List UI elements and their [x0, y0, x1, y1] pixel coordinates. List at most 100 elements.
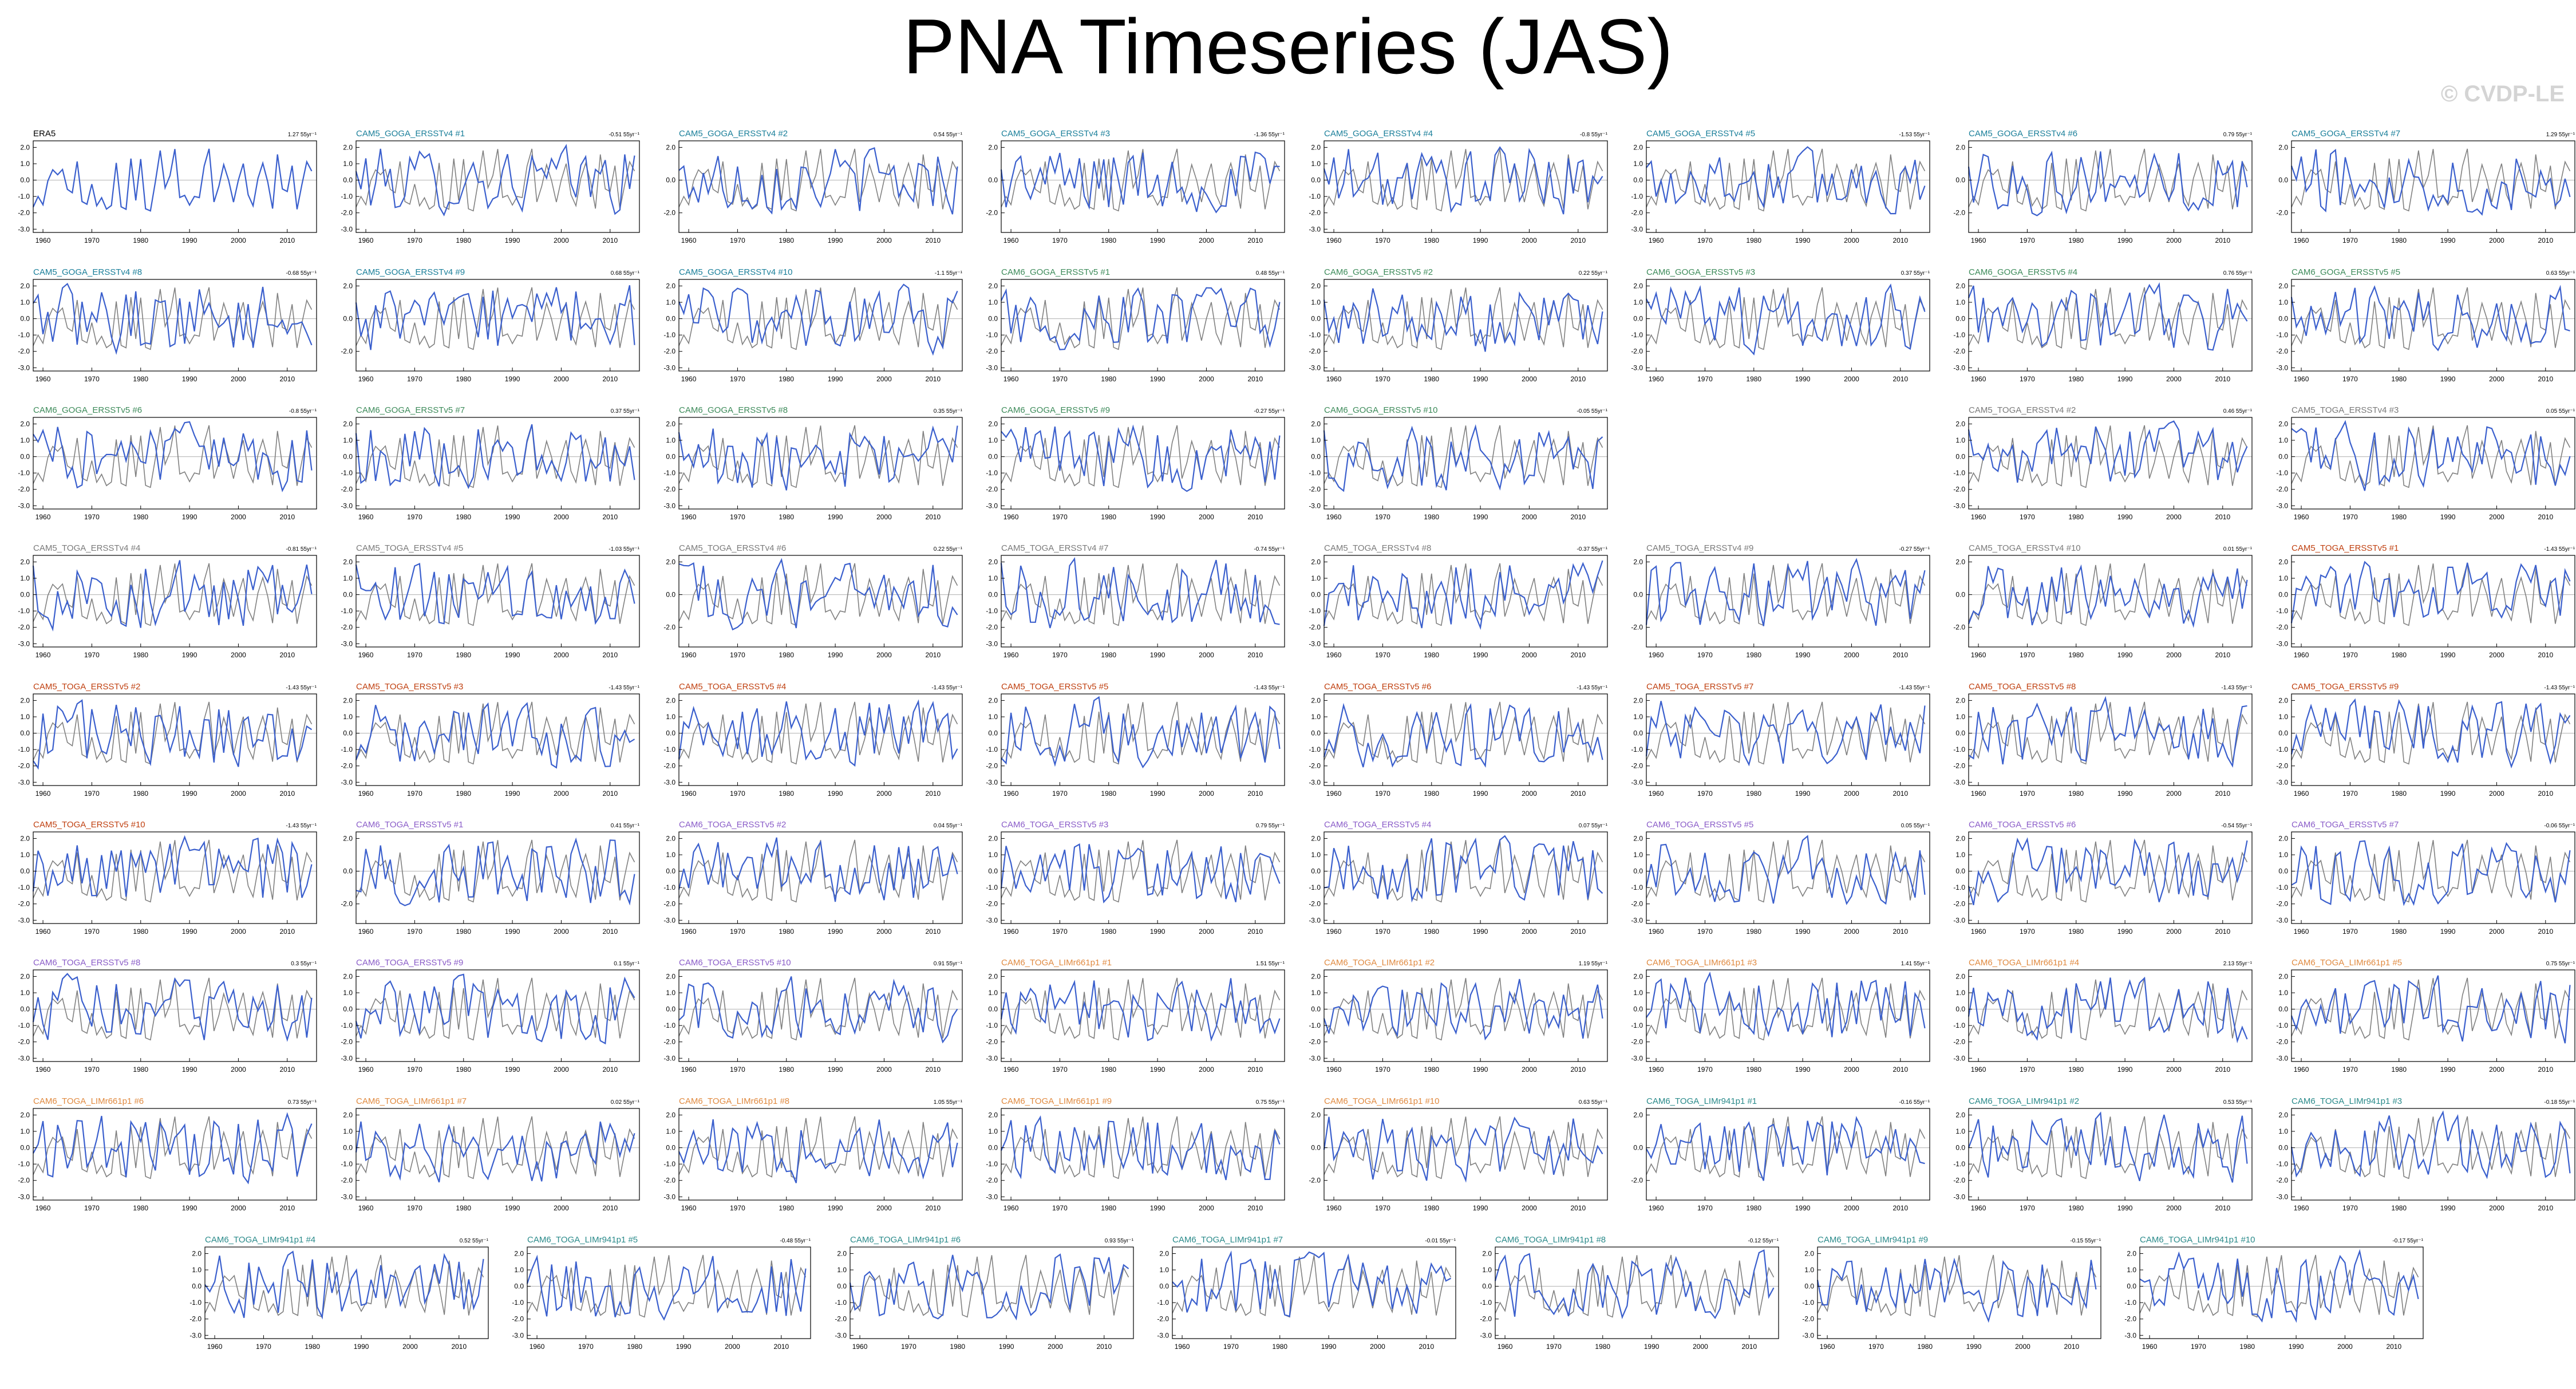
axes-frame: [355, 279, 640, 372]
y-tick-label: -3.0: [986, 640, 998, 648]
y-tick-label: -3.0: [2276, 1054, 2288, 1062]
y-tick-label: -1.0: [1309, 469, 1321, 477]
y-tick-label: 0.0: [343, 867, 353, 875]
y-tick-label: -2.0: [986, 209, 998, 217]
member-series-line: [1000, 1115, 1281, 1181]
observed-series-line: [1968, 701, 2248, 765]
timeseries-panel: CAM5_TOGA_ERSSTv5 #8 -1.43 55yr⁻¹ 2.0 1.0 0.…: [1941, 678, 2266, 818]
y-tick-label: -2.0: [1157, 1315, 1169, 1323]
x-tick-label: 1960: [1971, 1066, 1986, 1074]
x-tick-label: 2010: [1247, 1204, 1263, 1212]
panel-chart: CAM5_TOGA_ERSSTv4 #4 -0.81 55yr⁻¹ 2.0 1.0 0.…: [18, 543, 317, 659]
x-tick-label: 1970: [84, 928, 100, 936]
observed-series-line: [1001, 563, 1281, 626]
y-tick-label: -3.0: [18, 1054, 30, 1062]
y-tick-label: 2.0: [2278, 420, 2288, 428]
panel-chart: CAM6_TOGA_ERSSTv5 #10 0.91 55yr⁻¹ 2.0 1.0 0.…: [663, 958, 963, 1074]
axes-frame: [527, 1246, 811, 1339]
x-tick-label: 1980: [133, 928, 148, 936]
member-series-line: [355, 973, 635, 1045]
x-tick-label: 2000: [1693, 1343, 1708, 1351]
x-tick-label: 2000: [2166, 1066, 2182, 1074]
y-tick-label: -3.0: [18, 640, 30, 648]
timeseries-panel: CAM6_GOGA_ERSSTv5 #1 0.48 55yr⁻¹ 2.0 1.0 0.0…: [974, 263, 1298, 404]
trend-label: 0.91 55yr⁻¹: [934, 961, 963, 967]
panel-label: CAM6_GOGA_ERSSTv5 #5: [2291, 267, 2400, 277]
panel-chart: CAM5_TOGA_ERSSTv4 #3 0.05 55yr⁻¹ 2.0 1.0 0.0…: [2276, 405, 2575, 521]
panel-label: CAM6_TOGA_LIMr941p1 #4: [205, 1235, 315, 1245]
x-tick-label: 1960: [852, 1343, 868, 1351]
timeseries-panel: CAM5_GOGA_ERSSTv4 #1 -0.51 55yr⁻¹ 2.0 1.0 0.…: [329, 125, 653, 265]
panel-chart: CAM6_GOGA_ERSSTv5 #3 0.37 55yr⁻¹ 2.0 1.0 0.0…: [1631, 267, 1930, 383]
y-tick-label: -3.0: [18, 364, 30, 372]
y-tick-label: 1.0: [988, 851, 998, 859]
x-tick-label: 2010: [925, 651, 941, 659]
x-tick-label: 1970: [578, 1343, 594, 1351]
x-tick-label: 2000: [876, 236, 892, 244]
x-tick-label: 2000: [2166, 651, 2182, 659]
y-tick-label: -3.0: [663, 916, 675, 924]
axes-frame: [1646, 831, 1930, 924]
x-tick-label: 2010: [2538, 1204, 2553, 1212]
x-tick-label: 2010: [1570, 790, 1586, 798]
panel-label: CAM5_TOGA_ERSSTv4 #5: [356, 543, 463, 553]
member-series-line: [1494, 1249, 1775, 1320]
y-tick-label: -2.0: [1953, 1177, 1965, 1185]
x-tick-label: 2000: [1844, 375, 1859, 383]
observed-series-line: [1001, 701, 1281, 765]
x-tick-label: 1960: [1003, 790, 1019, 798]
y-tick-label: 1.0: [20, 1127, 30, 1135]
panel-chart: CAM6_GOGA_ERSSTv5 #7 0.37 55yr⁻¹ 2.0 1.0 0.0…: [341, 405, 639, 521]
y-tick-label: 2.0: [1311, 143, 1321, 151]
y-tick-label: 2.0: [1633, 834, 1643, 842]
x-tick-label: 1970: [2020, 1066, 2035, 1074]
y-tick-label: 2.0: [1955, 282, 1965, 290]
x-tick-label: 1960: [1971, 928, 1986, 936]
x-tick-label: 1990: [828, 790, 843, 798]
timeseries-panel: CAM5_GOGA_ERSSTv4 #2 0.54 55yr⁻¹ 2.0 0.0 -2.…: [651, 125, 976, 265]
x-tick-label: 1990: [1473, 1066, 1488, 1074]
x-tick-label: 1990: [2117, 1066, 2133, 1074]
trend-label: -1.43 55yr⁻¹: [1254, 685, 1285, 691]
panel-chart: CAM6_TOGA_ERSSTv5 #7 -0.06 55yr⁻¹ 2.0 1.0 0.…: [2276, 820, 2575, 936]
y-tick-label: 1.0: [666, 713, 675, 721]
panel-label: CAM5_TOGA_ERSSTv5 #7: [1646, 682, 1753, 692]
y-tick-label: 1.0: [1804, 1266, 1814, 1274]
panel-chart: CAM6_GOGA_ERSSTv5 #2 0.22 55yr⁻¹ 2.0 1.0 0.0…: [1309, 267, 1607, 383]
y-tick-label: 1.0: [988, 574, 998, 582]
panel-chart: CAM5_GOGA_ERSSTv4 #5 -1.53 55yr⁻¹ 2.0 1.0 0.…: [1631, 129, 1930, 244]
y-tick-label: -1.0: [1631, 331, 1643, 339]
axes-frame: [1646, 140, 1930, 233]
x-tick-label: 1970: [2020, 928, 2035, 936]
x-tick-label: 2000: [1844, 790, 1859, 798]
x-tick-label: 1970: [730, 513, 745, 521]
y-tick-label: 1.0: [1955, 713, 1965, 721]
panel-label: CAM6_GOGA_ERSSTv5 #3: [1646, 267, 1755, 277]
y-tick-label: 2.0: [988, 558, 998, 566]
timeseries-panel: CAM6_GOGA_ERSSTv5 #3 0.37 55yr⁻¹ 2.0 1.0 0.0…: [1619, 263, 1943, 404]
timeseries-panel: CAM6_TOGA_ERSSTv5 #9 0.1 55yr⁻¹ 2.0 1.0 0.0 -…: [329, 954, 653, 1094]
x-tick-label: 1970: [2020, 513, 2035, 521]
panel-chart: CAM5_TOGA_ERSSTv5 #5 -1.43 55yr⁻¹ 2.0 1.0 0.…: [986, 682, 1285, 798]
panel-label: CAM5_TOGA_ERSSTv4 #4: [33, 543, 140, 553]
panel-chart: CAM5_GOGA_ERSSTv4 #10 -1.1 55yr⁻¹ 2.0 1.0 0.…: [663, 267, 962, 383]
x-tick-label: 2000: [1844, 1204, 1859, 1212]
y-tick-label: -1.0: [1953, 331, 1965, 339]
y-tick-label: -1.0: [189, 1299, 202, 1307]
y-tick-label: -3.0: [986, 502, 998, 510]
x-tick-label: 2000: [231, 928, 246, 936]
timeseries-panel: CAM5_GOGA_ERSSTv4 #7 1.29 55yr⁻¹ 2.0 0.0 -2.…: [2264, 125, 2576, 265]
y-tick-label: -3.0: [1802, 1331, 1814, 1339]
timeseries-panel: CAM6_TOGA_ERSSTv5 #8 0.3 55yr⁻¹ 2.0 1.0 0.0 -…: [6, 954, 330, 1094]
panel-chart: CAM5_GOGA_ERSSTv4 #7 1.29 55yr⁻¹ 2.0 0.0 -2.…: [2276, 129, 2575, 244]
x-tick-label: 2000: [1199, 1204, 1214, 1212]
trend-label: 2.13 55yr⁻¹: [2223, 961, 2253, 967]
axes-frame: [678, 1108, 963, 1201]
x-tick-label: 2010: [2064, 1343, 2079, 1351]
x-tick-label: 1980: [2068, 236, 2084, 244]
panel-label: CAM6_TOGA_ERSSTv5 #1: [356, 820, 463, 830]
trend-label: 1.29 55yr⁻¹: [2546, 132, 2575, 138]
x-tick-label: 2000: [1199, 513, 1214, 521]
x-tick-label: 1990: [182, 236, 197, 244]
